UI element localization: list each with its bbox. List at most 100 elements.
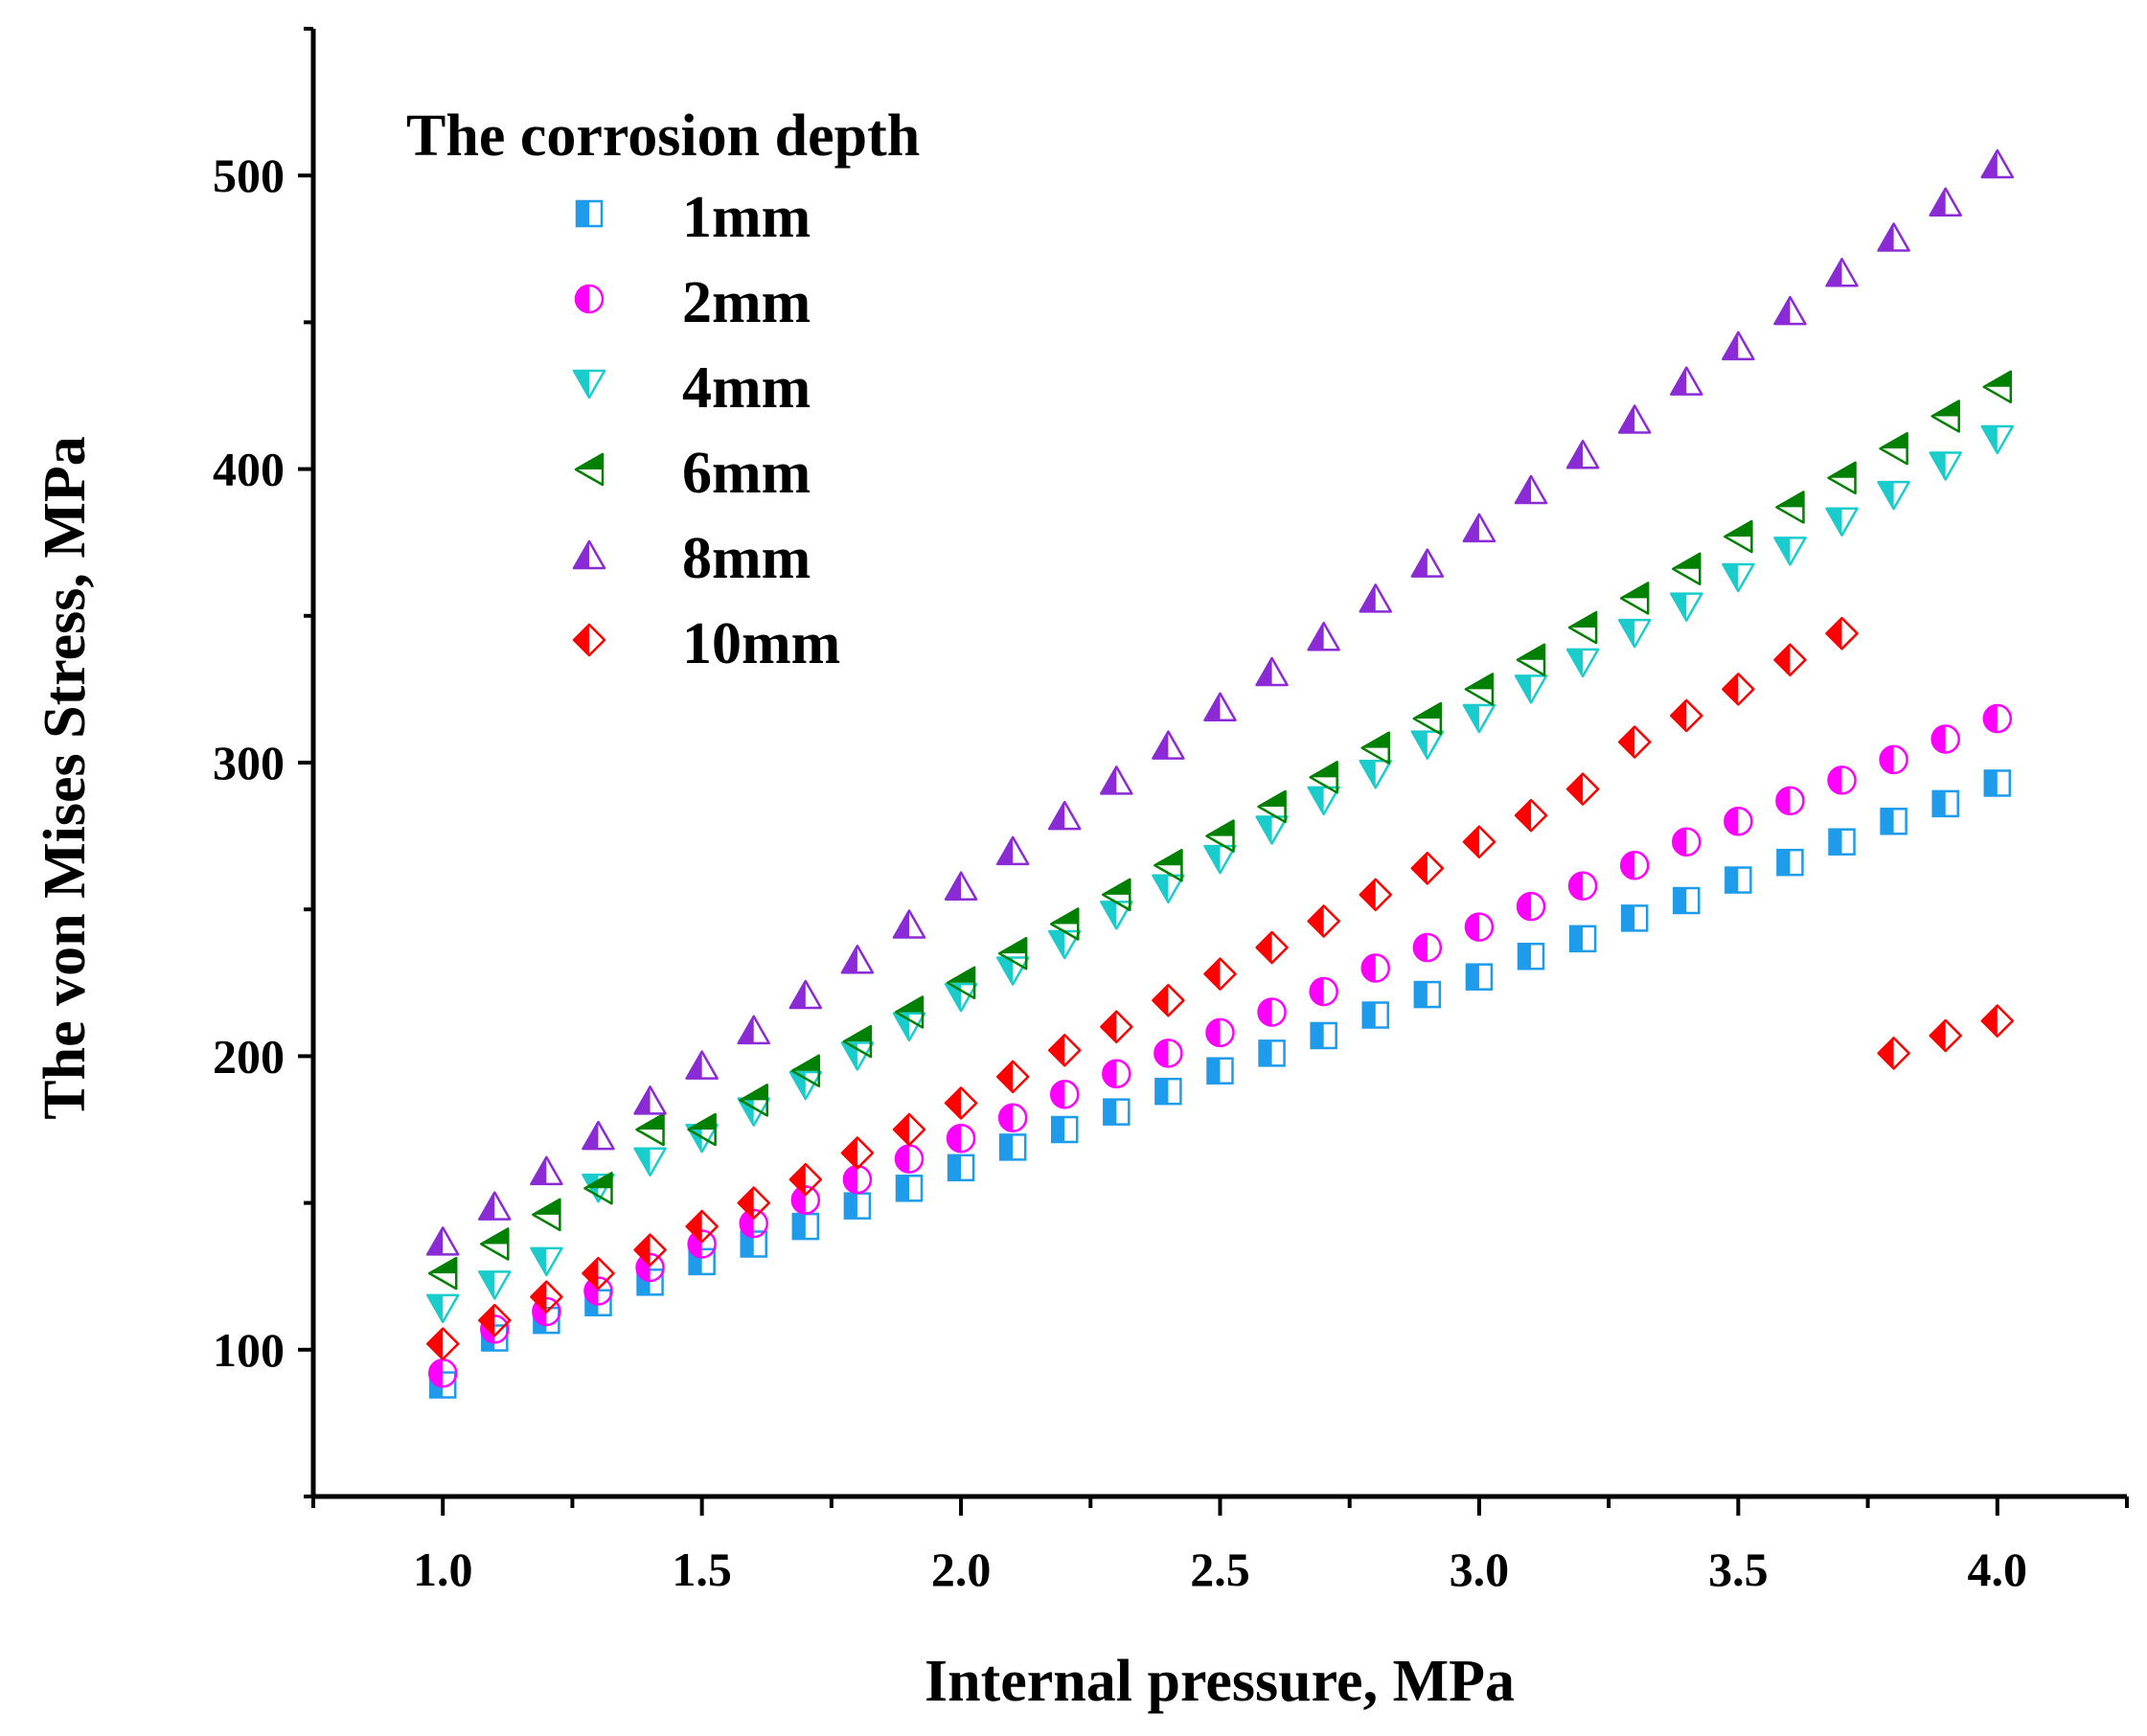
x-tick-label: 2.0 — [931, 1542, 992, 1596]
legend-label: 6mm — [682, 441, 811, 506]
axes — [310, 29, 2127, 1499]
data-point — [840, 1136, 875, 1170]
data-point — [1359, 878, 1393, 912]
data-point — [1410, 852, 1445, 885]
x-tick-label: 3.5 — [1708, 1542, 1769, 1596]
legend-marker — [575, 199, 604, 228]
data-point — [532, 1198, 561, 1232]
data-point — [1877, 480, 1910, 511]
data-point — [685, 1050, 719, 1080]
legend-item-2mm: 2mm — [574, 270, 811, 335]
data-point — [1565, 772, 1600, 806]
y-tick-label: 200 — [213, 1029, 285, 1083]
x-tick-label: 4.0 — [1968, 1542, 2028, 1596]
data-point — [480, 1227, 510, 1261]
legend-marker — [572, 623, 606, 657]
data-point — [1877, 222, 1910, 252]
data-point — [478, 1191, 512, 1221]
data-point — [478, 1270, 512, 1300]
data-point — [1565, 440, 1600, 469]
legend-label: 4mm — [682, 355, 811, 421]
data-point — [1724, 519, 1753, 554]
data-point — [1462, 513, 1496, 543]
data-point — [1773, 643, 1807, 677]
data-point — [1049, 907, 1080, 941]
data-point — [1879, 744, 1908, 775]
legend-label: 1mm — [682, 185, 811, 250]
data-point — [530, 1155, 563, 1186]
data-point — [1047, 800, 1082, 831]
y-tick-label: 100 — [213, 1323, 285, 1377]
data-point — [1568, 925, 1597, 953]
data-point — [1724, 866, 1752, 894]
data-point — [530, 1280, 563, 1313]
data-point — [1980, 1004, 2015, 1038]
data-point — [1047, 1034, 1082, 1067]
data-point — [892, 1112, 926, 1147]
series-8mm — [425, 148, 2015, 1256]
series-10mm — [425, 616, 2015, 1360]
data-point — [1670, 366, 1703, 396]
y-axis-title: The von Mises Stress, MPa — [33, 436, 98, 1120]
data-point — [1620, 904, 1649, 932]
data-point — [1152, 730, 1185, 760]
data-point — [1310, 1021, 1337, 1050]
data-point — [1722, 562, 1755, 593]
data-point — [1930, 724, 1960, 754]
legend-marker — [574, 284, 605, 314]
data-point — [1982, 370, 2013, 404]
data-point — [946, 966, 976, 1000]
data-point — [425, 1293, 460, 1324]
data-point — [1153, 848, 1183, 882]
data-point — [895, 1175, 924, 1202]
data-points — [425, 148, 2015, 1399]
data-point — [1567, 610, 1598, 645]
data-point — [840, 945, 875, 974]
legend: The corrosion depth 1mm 2mm 4mm 6mm 8mm 10mm — [406, 103, 920, 676]
data-point — [1103, 1098, 1131, 1126]
legend-marker — [572, 369, 606, 400]
data-point — [1153, 1039, 1183, 1068]
x-axis-title: Internal pressure, MPa — [925, 1649, 1515, 1714]
data-point — [944, 871, 978, 901]
data-point — [1775, 491, 1805, 524]
data-point — [1773, 537, 1807, 566]
data-point — [1255, 815, 1289, 845]
data-point — [1982, 703, 2013, 734]
data-point — [1359, 760, 1393, 789]
series-4mm — [425, 424, 2015, 1324]
data-point — [1049, 1079, 1080, 1109]
data-point — [995, 835, 1030, 866]
data-point — [1100, 901, 1133, 930]
data-point — [1307, 904, 1340, 938]
data-point — [944, 982, 978, 1013]
data-point — [1413, 980, 1442, 1009]
data-point — [1050, 1115, 1079, 1144]
data-point — [1670, 592, 1703, 622]
data-point — [1877, 1037, 1910, 1070]
legend-item-8mm: 8mm — [572, 526, 811, 591]
data-point — [1619, 850, 1650, 880]
data-point — [1516, 891, 1546, 922]
data-point — [892, 909, 926, 939]
x-axis-ticks: 1.0 1.5 2.0 2.5 3.0 3.5 4.0 — [311, 1496, 2129, 1596]
data-point — [842, 1024, 873, 1059]
data-point — [737, 1015, 770, 1045]
data-point — [1673, 886, 1701, 915]
x-tick-label: 1.5 — [672, 1542, 732, 1596]
data-point — [1565, 648, 1600, 678]
data-point — [1206, 1057, 1234, 1085]
data-point — [1517, 942, 1545, 971]
legend-item-10mm: 10mm — [572, 611, 840, 676]
data-point — [842, 1164, 873, 1195]
data-point — [582, 1120, 615, 1151]
data-point — [1825, 616, 1859, 651]
data-point — [1361, 1001, 1390, 1029]
data-point — [530, 1246, 563, 1277]
data-point — [1309, 761, 1338, 794]
data-point — [788, 979, 823, 1010]
y-tick-label: 400 — [213, 443, 285, 496]
series-2mm — [427, 703, 2013, 1388]
data-point — [1617, 725, 1652, 759]
